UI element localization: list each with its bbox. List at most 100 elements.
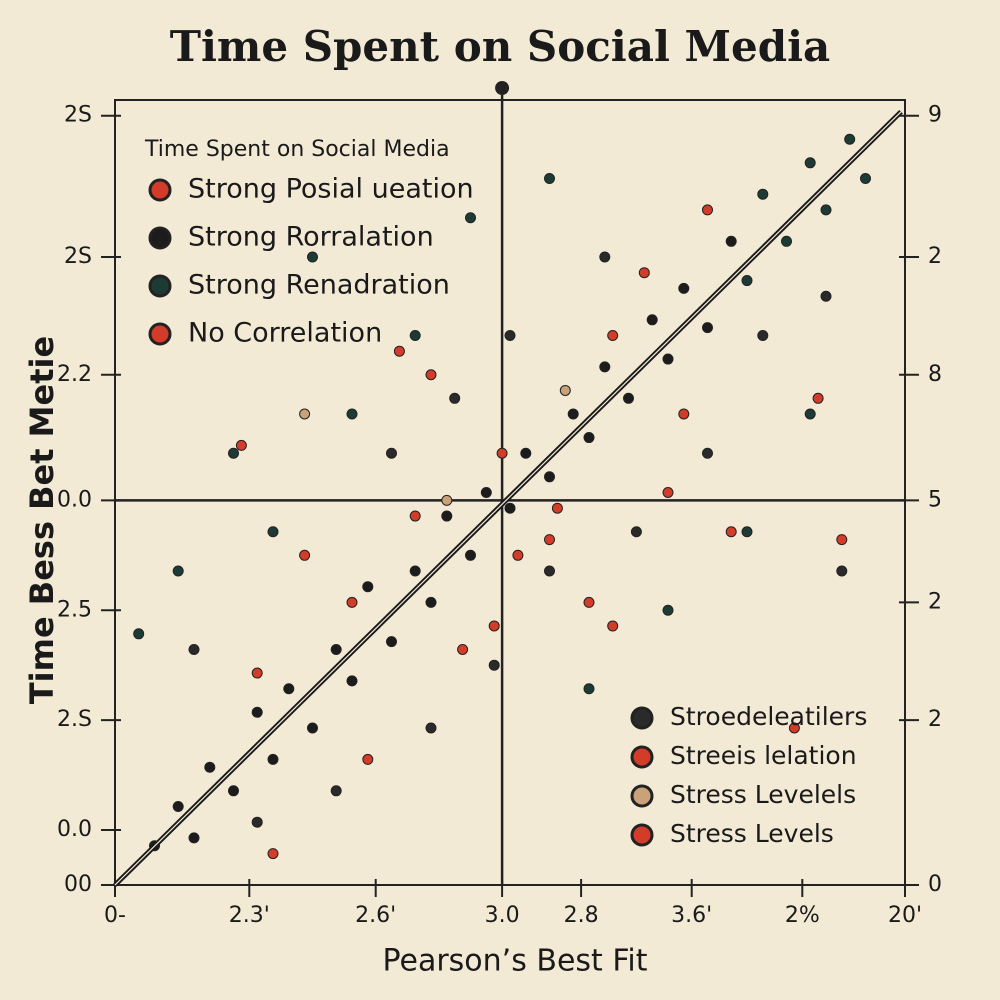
legend-marker — [148, 226, 172, 250]
scatter-point — [346, 675, 358, 687]
scatter-point — [559, 384, 571, 396]
scatter-point — [267, 848, 279, 860]
scatter-point — [409, 565, 421, 577]
scatter-point — [346, 408, 358, 420]
legend-marker — [148, 178, 172, 202]
scatter-point — [607, 620, 619, 632]
scatter-point — [228, 447, 239, 459]
scatter-point — [836, 534, 848, 546]
scatter-point — [283, 683, 295, 695]
x-tick-label: 2.8 — [564, 903, 599, 928]
scatter-point — [741, 275, 753, 287]
scatter-point — [725, 526, 737, 538]
scatter-point — [623, 392, 634, 404]
y2-tick-label: 8 — [928, 362, 942, 387]
scatter-point — [702, 204, 713, 216]
scatter-point — [583, 432, 595, 444]
x-tick-label: 2.6' — [355, 903, 396, 928]
scatter-point — [757, 330, 769, 341]
scatter-point — [465, 549, 476, 561]
legend-label: Stress Levels — [670, 819, 834, 848]
y-tick-label: 0.0 — [57, 487, 92, 512]
y2-tick-label: 2 — [928, 244, 942, 269]
chart-title: Time Spent on Social Media — [170, 22, 831, 71]
scatter-point — [307, 251, 318, 263]
scatter-point — [204, 761, 216, 773]
scatter-point — [188, 644, 200, 655]
scatter-point — [425, 722, 437, 734]
scatter-point — [544, 565, 555, 577]
plot-frame — [114, 99, 906, 886]
scatter-point — [678, 282, 690, 294]
scatter-point — [386, 636, 397, 648]
y-tick-label: 2.S — [57, 707, 92, 732]
x-tick-label: 3.6' — [671, 903, 712, 928]
scatter-point — [441, 494, 453, 506]
scatter-point — [860, 173, 871, 184]
scatter-point — [488, 620, 500, 632]
x-tick-label: 20' — [888, 903, 922, 928]
legend-label: Strong Renadration — [188, 270, 450, 301]
legend-marker — [148, 274, 172, 298]
scatter-point — [251, 706, 263, 718]
legend-label: Stroedeleatilers — [670, 702, 867, 731]
scatter-point — [480, 487, 492, 498]
y2-tick-label: 5 — [928, 487, 942, 512]
y-tick-label: 2S — [64, 103, 92, 128]
scatter-point — [504, 502, 516, 514]
scatter-point — [599, 251, 611, 263]
legend-label: Strong Posial ueation — [188, 174, 474, 205]
scatter-point — [188, 832, 200, 844]
scatter-point — [299, 549, 311, 561]
scatter-point — [307, 722, 318, 734]
scatter-point — [646, 314, 658, 326]
scatter-point — [496, 447, 508, 459]
scatter-point — [583, 596, 595, 608]
scatter-point — [251, 667, 263, 679]
x-tick-label: 0- — [104, 903, 126, 928]
x-axis-label: Pearson’s Best Fit — [382, 944, 647, 979]
legend-marker — [630, 823, 654, 847]
scatter-point — [441, 510, 453, 522]
scatter-point — [662, 604, 674, 616]
scatter-point — [804, 408, 816, 420]
legend-label: Stress Levelels — [670, 780, 856, 809]
scatter-point — [804, 157, 816, 169]
scatter-point — [425, 369, 437, 381]
scatter-point — [630, 526, 642, 538]
crosshair-cap — [495, 81, 510, 95]
legend-label: Strong Rorralation — [188, 222, 434, 253]
scatter-point — [820, 204, 832, 216]
legend-marker — [148, 322, 172, 346]
y2-tick-label: 9 — [928, 103, 942, 128]
scatter-point — [544, 173, 555, 184]
scatter-point — [504, 330, 516, 341]
scatter-point — [662, 487, 674, 498]
scatter-point — [725, 235, 737, 247]
fit-line-highlight — [114, 111, 902, 886]
scatter-point — [583, 683, 595, 695]
scatter-point — [133, 628, 145, 640]
x-tick-label: 3.0 — [485, 903, 520, 928]
scatter-point — [741, 526, 753, 538]
scatter-point — [551, 502, 563, 514]
scatter-point — [465, 212, 476, 224]
scatter-point — [781, 235, 792, 247]
y2-tick-label: 2 — [928, 707, 942, 732]
scatter-point — [520, 447, 532, 459]
scatter-point — [544, 534, 555, 546]
x-tick-label: 2.3' — [229, 903, 270, 928]
scatter-point — [702, 322, 713, 334]
scatter-point — [449, 392, 461, 404]
scatter-point — [386, 447, 397, 459]
legend-label: No Correlation — [188, 318, 382, 349]
scatter-point — [267, 753, 279, 765]
scatter-point — [662, 353, 674, 365]
scatter-point — [488, 659, 500, 671]
scatter-point — [844, 133, 856, 145]
y-tick-label: 2.2 — [57, 362, 92, 387]
legend-title: Time Spent on Social Media — [144, 137, 450, 162]
scatter-point — [172, 565, 184, 577]
